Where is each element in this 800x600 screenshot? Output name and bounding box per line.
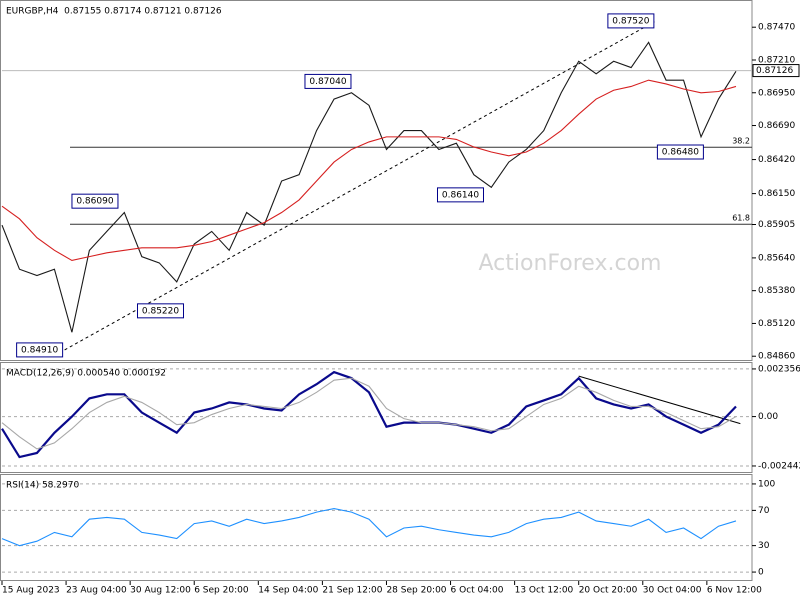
price-label-box bbox=[136, 303, 184, 319]
x-tick-label: 6 Nov 12:00 bbox=[707, 586, 762, 596]
panel-frame bbox=[0, 474, 753, 581]
y-tick-label: 70 bbox=[758, 506, 770, 516]
y-tick-label: 0 bbox=[758, 568, 764, 578]
price-label-box bbox=[436, 187, 484, 203]
x-tick-label: 20 Oct 20:00 bbox=[579, 586, 638, 596]
y-tick-label: 0.87470 bbox=[758, 23, 795, 33]
y-tick-label: -0.002442 bbox=[758, 461, 800, 471]
fib-label: 61.8 bbox=[732, 214, 750, 223]
series-line bbox=[1, 79, 737, 261]
x-tick-label: 23 Aug 04:00 bbox=[66, 586, 127, 596]
y-tick-label: 0.86420 bbox=[758, 155, 795, 165]
price-label: 0.87520 bbox=[612, 16, 649, 26]
last-price-box bbox=[752, 64, 800, 78]
x-tick-label: 6 Oct 04:00 bbox=[451, 586, 504, 596]
y-tick-label: 0.84860 bbox=[758, 352, 795, 362]
y-tick-label: 0.86950 bbox=[758, 88, 795, 98]
y-tick-label: 0.87210 bbox=[758, 55, 795, 65]
x-tick-label: 30 Oct 04:00 bbox=[643, 586, 702, 596]
price-label-box bbox=[16, 342, 64, 358]
y-tick-label: 0.00 bbox=[758, 412, 778, 422]
series-line bbox=[1, 508, 737, 547]
series-line bbox=[1, 377, 737, 450]
price-label: 0.86480 bbox=[662, 148, 699, 158]
price-label: 0.85220 bbox=[142, 306, 179, 316]
y-tick-label: 0.86150 bbox=[758, 189, 795, 199]
price-label: 0.86140 bbox=[442, 190, 479, 200]
y-tick-label: 0.85120 bbox=[758, 319, 795, 329]
panel-title: MACD(12,26,9) 0.000540 0.000192 bbox=[6, 369, 166, 379]
panel-frame bbox=[0, 0, 753, 361]
y-tick-label: 0.86690 bbox=[758, 121, 795, 131]
y-tick-label: 0.002356 bbox=[758, 364, 800, 374]
y-tick-label: 30 bbox=[758, 541, 770, 551]
x-tick-label: 14 Sep 04:00 bbox=[258, 586, 318, 596]
x-tick-label: 30 Aug 12:00 bbox=[130, 586, 191, 596]
panel-frame bbox=[0, 362, 753, 473]
series-line bbox=[1, 41, 737, 333]
x-tick-label: 21 Sep 12:00 bbox=[322, 586, 382, 596]
price-label-box bbox=[71, 193, 119, 209]
price-label-box bbox=[607, 13, 655, 29]
y-tick-label: 100 bbox=[758, 479, 775, 489]
y-tick-label: 0.85380 bbox=[758, 286, 795, 296]
fib-label: 38.2 bbox=[732, 137, 750, 146]
x-tick-label: 28 Sep 20:00 bbox=[386, 586, 446, 596]
panel-title: RSI(14) 58.2970 bbox=[6, 481, 79, 491]
price-label: 0.86090 bbox=[76, 197, 113, 207]
x-tick-label: 15 Aug 2023 bbox=[2, 586, 60, 596]
panel-title: EURGBP,H4 0.87155 0.87174 0.87121 0.8712… bbox=[6, 7, 222, 17]
series-line bbox=[1, 370, 737, 459]
trendline bbox=[64, 20, 657, 351]
y-tick-label: 0.85905 bbox=[758, 220, 795, 230]
price-label-box bbox=[304, 73, 352, 89]
last-price-label: 0.87126 bbox=[756, 66, 793, 76]
x-tick-label: 6 Sep 20:00 bbox=[194, 586, 249, 596]
x-tick-label: 13 Oct 12:00 bbox=[515, 586, 574, 596]
price-label: 0.87040 bbox=[309, 77, 346, 87]
price-label: 0.84910 bbox=[21, 345, 58, 355]
trendline bbox=[578, 375, 741, 425]
y-tick-label: 0.85640 bbox=[758, 253, 795, 263]
price-label-box bbox=[656, 144, 704, 160]
watermark: ActionForex.com bbox=[479, 251, 662, 276]
